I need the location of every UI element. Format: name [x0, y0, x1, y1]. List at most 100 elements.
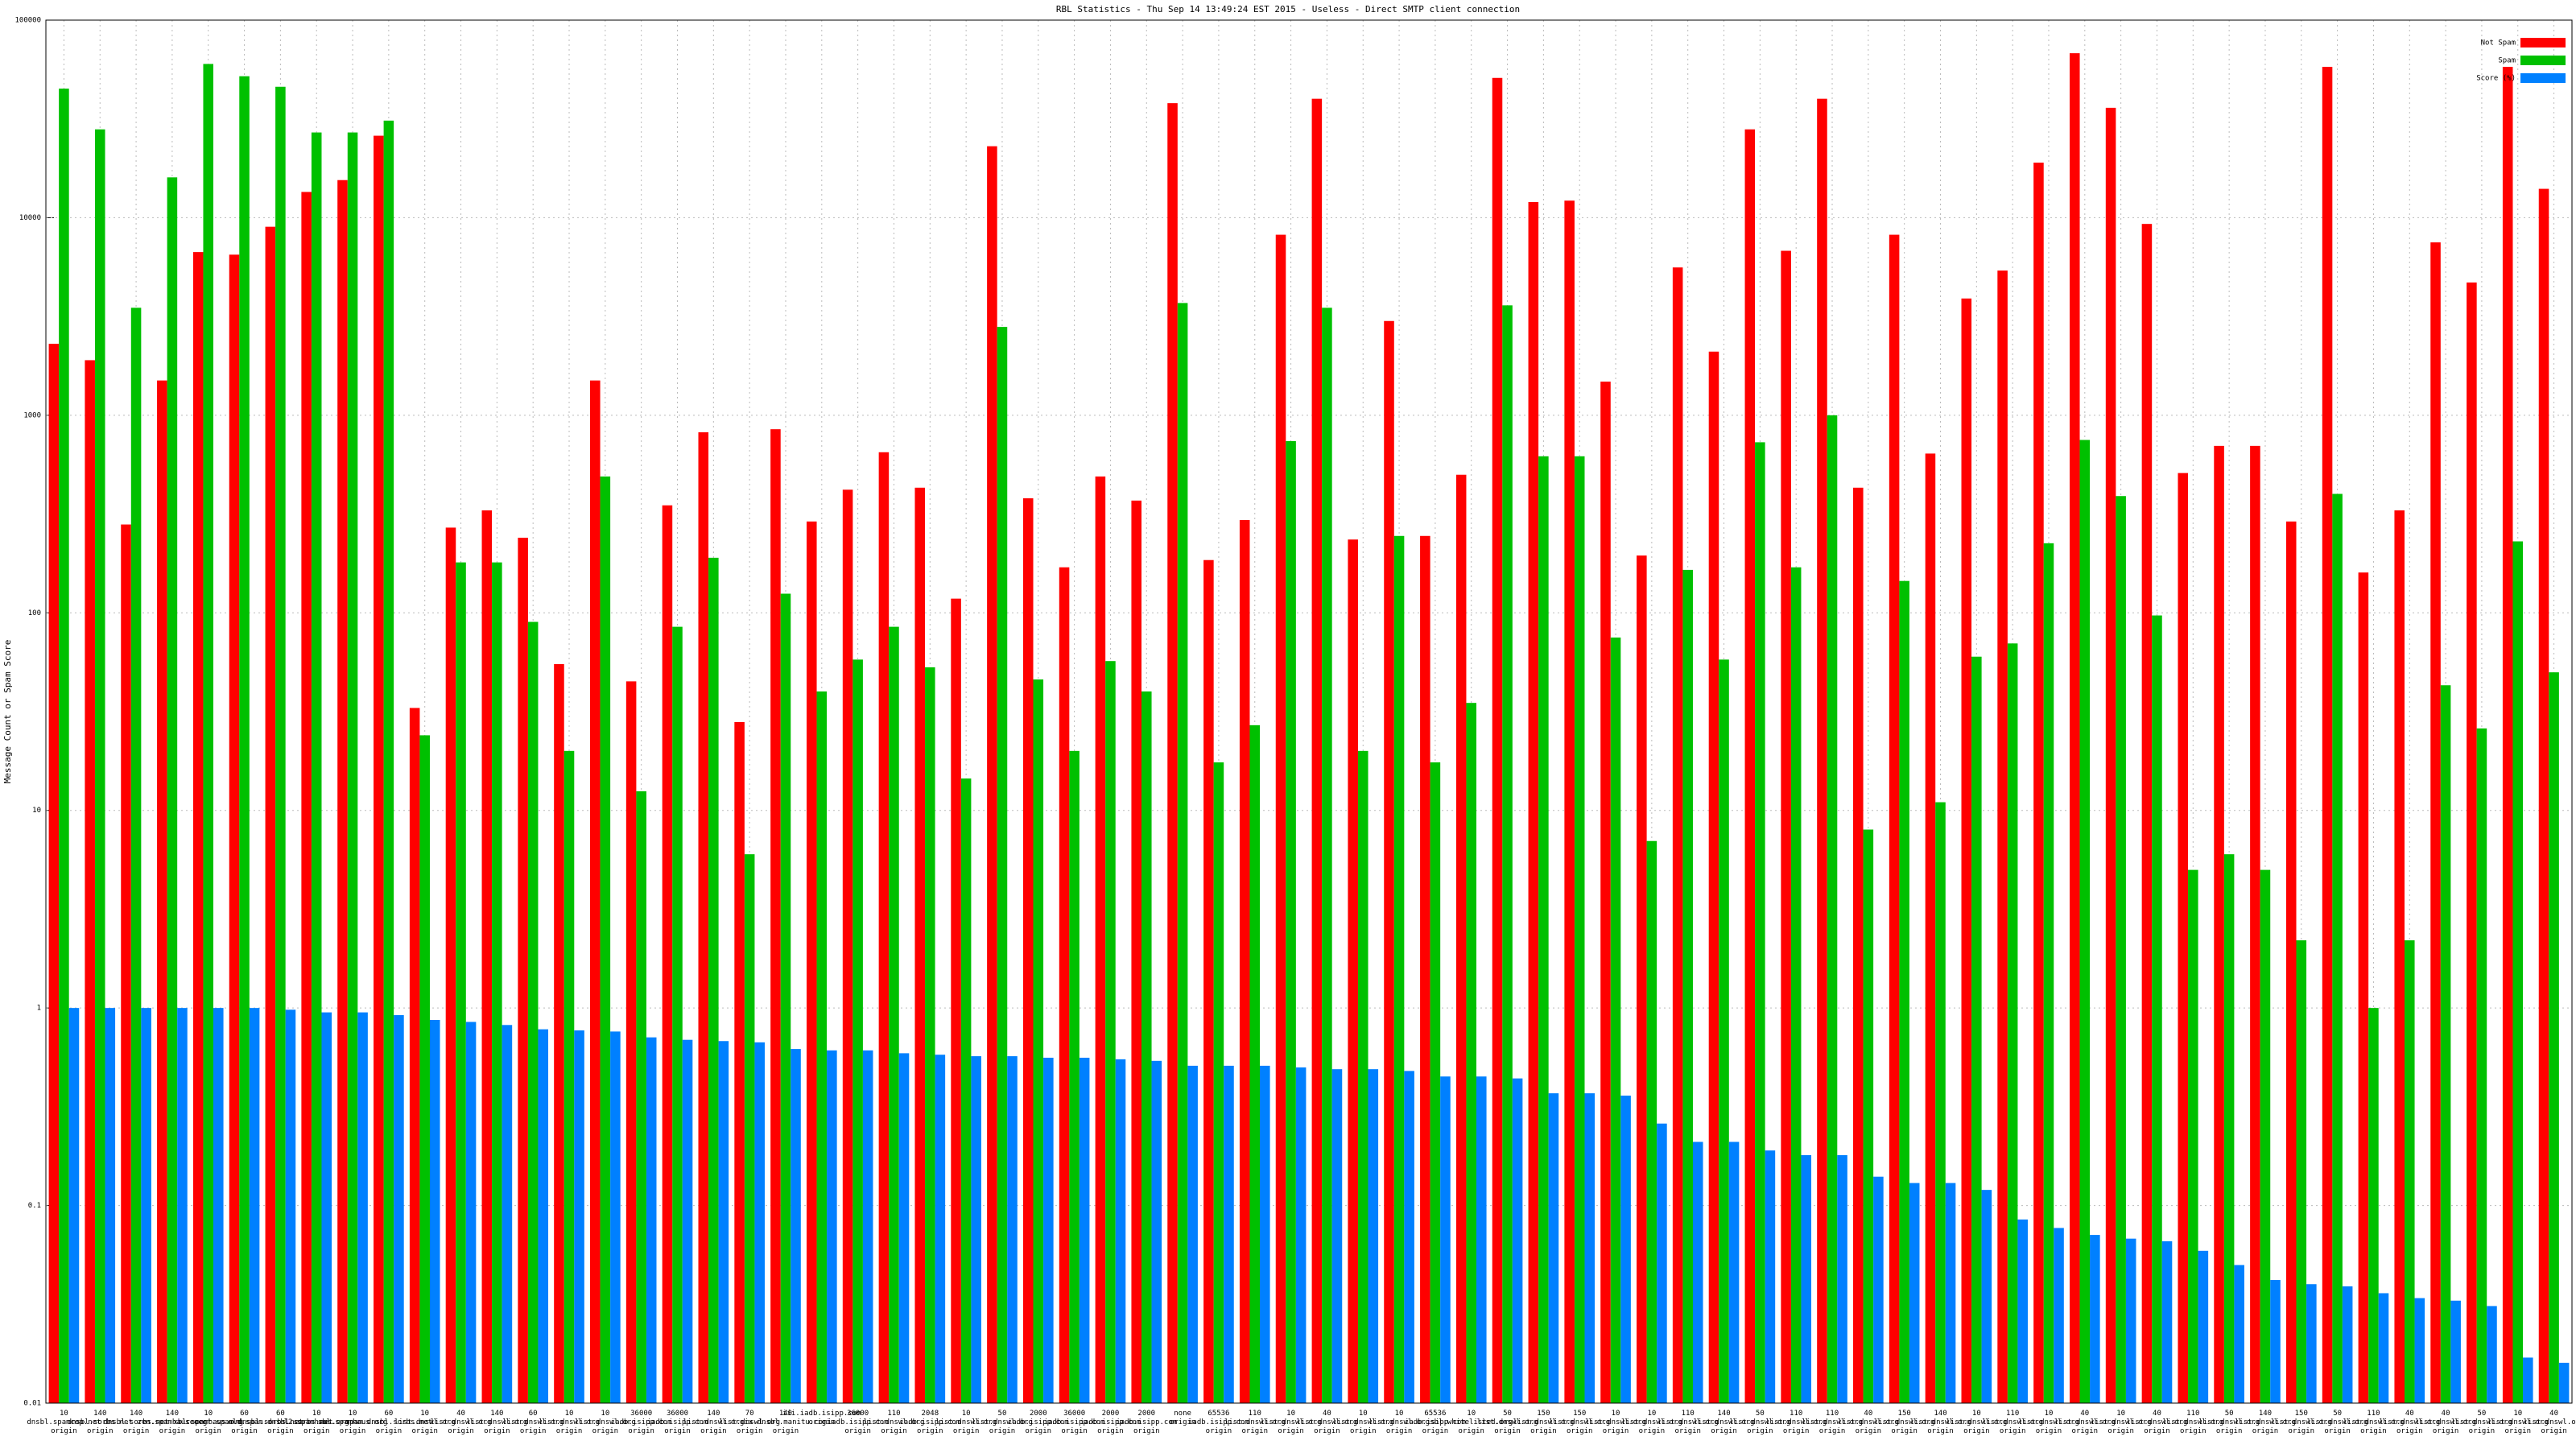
- x-tick-label: 50 list.dnswl.org origin: [2451, 1410, 2512, 1435]
- bar: [1502, 305, 1513, 1404]
- bar: [2487, 1306, 2497, 1403]
- bar: [718, 1041, 729, 1403]
- x-tick-label: 36000 iadb.isipp.com origin: [611, 1410, 672, 1435]
- bar: [1079, 1057, 1090, 1403]
- bar: [1275, 234, 1286, 1404]
- x-tick-label: 36000 iadb.isipp.com origin: [828, 1410, 889, 1435]
- bar: [1620, 1096, 1631, 1403]
- bar: [2116, 496, 2126, 1403]
- bar: [2234, 1265, 2244, 1403]
- bar: [672, 626, 683, 1403]
- bar: [213, 1008, 224, 1403]
- bar: [770, 429, 781, 1404]
- bar: [311, 132, 322, 1404]
- y-tick-label: 100: [28, 609, 41, 617]
- bar: [2332, 493, 2343, 1404]
- bar: [898, 1053, 910, 1403]
- bar: [1239, 519, 1250, 1403]
- bar: [1827, 415, 1838, 1403]
- bar: [2178, 473, 2189, 1404]
- bar: [1331, 1069, 1343, 1403]
- bar: [2549, 672, 2559, 1403]
- x-tick-label: 50 list.dnswl.org origin: [2307, 1410, 2368, 1435]
- x-tick-label: 150 list.dnswl.org origin: [1549, 1410, 1610, 1435]
- bar: [2223, 854, 2235, 1403]
- x-tick-label: 60 list.dnswl.org origin: [502, 1410, 564, 1435]
- x-tick-label: 10 list.dnswl.org origin: [575, 1410, 636, 1435]
- x-tick-label: 10 list.dnswl.org origin: [1585, 1410, 1646, 1435]
- bar: [1853, 487, 1864, 1403]
- bar: [806, 521, 817, 1403]
- bar: [2440, 685, 2451, 1403]
- bar: [2054, 1228, 2064, 1403]
- x-tick-label: 10 l2.spamhaus.org origin: [284, 1410, 349, 1435]
- bar: [862, 1050, 873, 1403]
- bar: [1455, 474, 1467, 1403]
- legend-swatch: [2520, 56, 2566, 65]
- bar: [1187, 1065, 1198, 1403]
- x-tick-label: 60 old.spam.dnsbl.sorbs.net origin: [228, 1410, 332, 1435]
- bar: [827, 1050, 837, 1403]
- legend-swatch: [2520, 73, 2566, 83]
- x-tick-label: 10 list.dnswl.org origin: [2487, 1410, 2549, 1435]
- bar: [2214, 445, 2224, 1403]
- bar: [347, 132, 358, 1404]
- bar: [1213, 762, 1224, 1403]
- bar: [1141, 691, 1152, 1403]
- bar: [1744, 129, 1756, 1403]
- bar: [1384, 320, 1394, 1404]
- bar: [682, 1039, 693, 1403]
- bar: [2260, 869, 2271, 1403]
- x-tick-label: 10 sbl.spamhaus.org origin: [318, 1410, 388, 1435]
- bar: [1790, 567, 1802, 1403]
- bar: [130, 308, 142, 1404]
- bar: [1476, 1076, 1487, 1403]
- bar: [889, 626, 899, 1403]
- x-tick-label: 10 dnsbl.spamcop.net origin: [27, 1410, 101, 1435]
- bar: [1873, 1176, 1884, 1403]
- bar: [59, 89, 69, 1403]
- legend-label: Score (%): [2476, 75, 2516, 83]
- bar: [951, 598, 961, 1403]
- bar: [527, 621, 539, 1403]
- chart-title: RBL Statistics - Thu Sep 14 13:49:24 EST…: [1056, 4, 1520, 14]
- bar: [445, 527, 456, 1403]
- bar: [2558, 1362, 2570, 1403]
- x-tick-label: 50 list.dnswl.org origin: [1477, 1410, 1538, 1435]
- bar: [960, 778, 972, 1403]
- bar: [1528, 201, 1539, 1403]
- bar: [780, 593, 791, 1403]
- bar: [48, 344, 60, 1403]
- legend-swatch: [2520, 38, 2566, 47]
- legend-label: Not Spam: [2481, 39, 2516, 47]
- bar: [374, 135, 384, 1403]
- y-tick-label: 0.1: [28, 1202, 41, 1210]
- y-tick-label: 1: [37, 1005, 41, 1013]
- bar: [744, 854, 755, 1403]
- x-tick-label: iii.iadb.isipp.com origin: [782, 1410, 861, 1426]
- x-tick-label: 10 list.dnswl.org origin: [1332, 1410, 1393, 1435]
- bar: [1672, 267, 1683, 1403]
- bar: [2404, 940, 2415, 1403]
- x-tick-label: 10 list.dnswl.org origin: [1368, 1410, 1430, 1435]
- bar: [1322, 308, 1332, 1404]
- bar: [2079, 440, 2091, 1403]
- bar: [1728, 1141, 1740, 1403]
- bar: [2512, 541, 2524, 1404]
- bar: [2152, 615, 2162, 1403]
- bar: [2250, 445, 2260, 1403]
- bar: [1600, 382, 1611, 1403]
- x-tick-label: 60 spam.dnsbl.sorbs.net origin: [345, 1410, 432, 1435]
- bar: [1512, 1078, 1523, 1403]
- bar: [878, 452, 890, 1403]
- bar: [1889, 234, 1900, 1404]
- bar: [1564, 200, 1575, 1403]
- bar: [357, 1012, 368, 1403]
- x-tick-label: 2000 iadb.isipp.com origin: [1008, 1410, 1069, 1435]
- bar: [1765, 1150, 1776, 1403]
- bar: [1925, 453, 1936, 1404]
